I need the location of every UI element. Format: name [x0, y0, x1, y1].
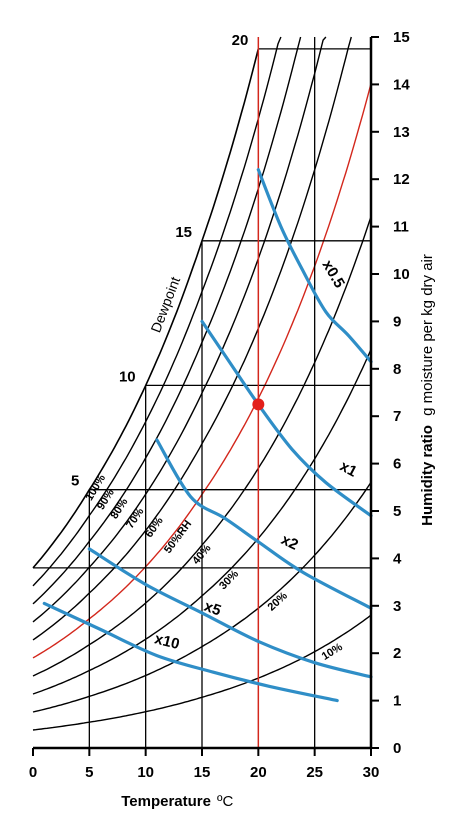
y-tick-label-13: 13 [393, 124, 410, 141]
x-axis-unit: ºC [217, 793, 233, 810]
x-tick-label-25: 25 [306, 764, 323, 781]
y-tick-label-1: 1 [393, 693, 401, 710]
rh-label-40: 40% [190, 542, 213, 567]
x-tick-label-10: 10 [137, 764, 154, 781]
dewpoint-label-20: 20 [232, 32, 249, 49]
y-axis-title: Humidity ratio g moisture per kg dry air [419, 254, 436, 526]
y-tick-label-11: 11 [393, 219, 409, 236]
y-axis-title-bold: Humidity ratio [419, 425, 436, 526]
rh-label-30: 30% [217, 568, 241, 592]
x-tick-label-15: 15 [194, 764, 211, 781]
y-tick-label-4: 4 [393, 550, 402, 567]
y-tick-label-9: 9 [393, 313, 401, 330]
rh-label-50: 50%RH [162, 518, 194, 556]
y-axis-title-rest: g moisture per kg dry air [419, 254, 436, 416]
y-tick-label-15: 15 [393, 29, 410, 46]
multiplier-label-x5: x5 [202, 598, 223, 620]
multiplier-label-x0.5: x0.5 [319, 257, 348, 291]
multiplier-curve-x10 [42, 601, 339, 703]
y-tick-label-3: 3 [393, 598, 401, 615]
y-tick-label-2: 2 [393, 645, 401, 662]
dewpoint-title: Dewpoint [147, 274, 183, 334]
y-tick-label-6: 6 [393, 456, 401, 473]
dewpoint-label-15: 15 [175, 224, 192, 241]
rh-curve-80 [32, 36, 302, 605]
multiplier-label-x1: x1 [337, 458, 360, 481]
y-tick-label-8: 8 [393, 361, 401, 378]
y-tick-label-7: 7 [393, 408, 401, 425]
multiplier-curve-x5 [87, 547, 373, 679]
dewpoint-label-5: 5 [71, 473, 79, 490]
x-axis-title: Temperature [121, 793, 211, 810]
y-tick-label-5: 5 [393, 503, 401, 520]
multiplier-curves [42, 168, 373, 703]
rh-curve-90 [32, 36, 282, 587]
dewpoint-lines [33, 37, 371, 748]
rh-label-20: 20% [266, 590, 291, 614]
multiplier-label-x10: x10 [153, 630, 181, 653]
x-tick-label-30: 30 [363, 764, 380, 781]
x-tick-label-5: 5 [85, 764, 93, 781]
multiplier-label-x2: x2 [278, 531, 300, 554]
multiplier-curve-x0.5 [256, 168, 373, 364]
rh-label-60: 60% [143, 515, 166, 540]
multiplier-curve-x1 [200, 319, 373, 518]
reference-point [252, 398, 265, 411]
multiplier-curve-x2 [155, 438, 373, 610]
dewpoint-label-10: 10 [119, 368, 136, 385]
rh-curve-60 [32, 36, 352, 641]
rh-curve-70 [32, 36, 327, 623]
y-tick-label-0: 0 [393, 740, 401, 757]
rh-label-10: 10% [320, 641, 345, 663]
rh-label-70: 70% [124, 506, 146, 531]
x-tick-label-20: 20 [250, 764, 267, 781]
x-tick-label-0: 0 [29, 764, 37, 781]
y-tick-label-14: 14 [393, 76, 410, 93]
y-tick-label-12: 12 [393, 171, 410, 188]
y-tick-label-10: 10 [393, 266, 410, 283]
